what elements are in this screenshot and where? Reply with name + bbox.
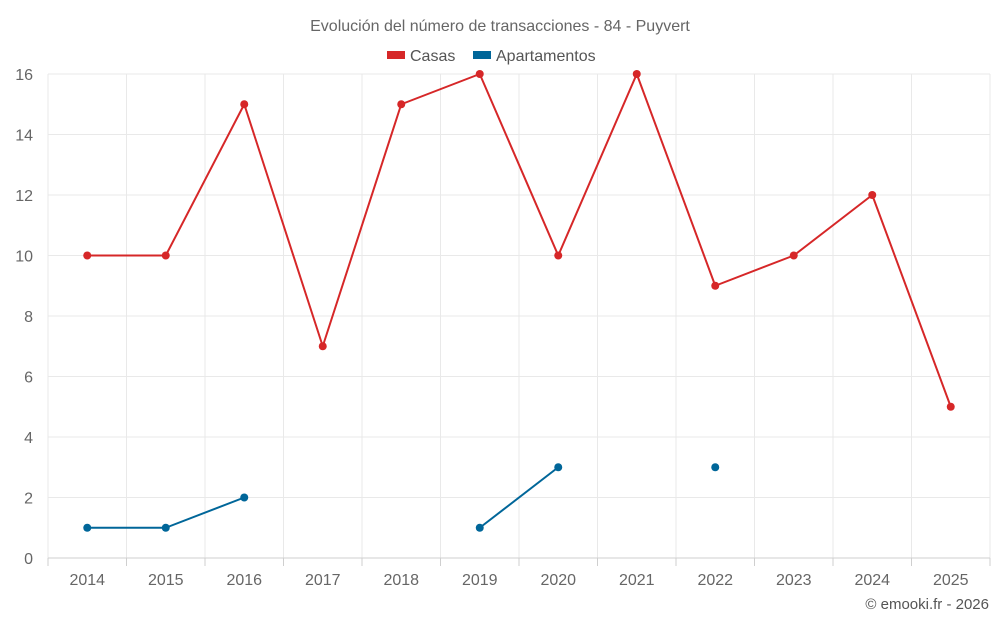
series-line [87,496,245,529]
series-group [83,70,955,532]
data-point[interactable] [554,463,563,472]
y-axis-tick-labels: 0 2 4 6 8 10 12 14 16 [15,67,33,568]
x-tick-label: 2023 [776,572,812,589]
series-casas [83,70,955,411]
data-point[interactable] [83,251,92,260]
data-point[interactable] [475,70,484,78]
data-point[interactable] [711,463,720,472]
data-point[interactable] [240,493,249,502]
data-point[interactable] [161,251,170,260]
y-tick-label: 16 [15,67,33,84]
data-point[interactable] [711,281,720,290]
series-line [87,73,952,408]
y-tick-label: 10 [15,249,33,266]
data-point[interactable] [83,523,92,532]
data-point[interactable] [632,70,641,78]
credit-text: © emooki.fr - 2026 [865,596,989,613]
data-point[interactable] [240,100,249,109]
x-tick-label: 2024 [854,572,890,589]
x-tick-label: 2021 [619,572,655,589]
y-tick-label: 8 [24,309,33,326]
axes [47,557,991,566]
x-gridlines [47,74,991,558]
data-point[interactable] [946,402,955,411]
legend-swatch-apartamentos [473,51,491,59]
y-tick-label: 2 [24,491,33,508]
x-tick-label: 2020 [540,572,576,589]
legend-label-apartamentos[interactable]: Apartamentos [496,48,596,65]
y-tick-label: 14 [15,128,33,145]
data-point[interactable] [318,342,327,351]
y-tick-label: 0 [24,551,33,568]
legend-label-casas[interactable]: Casas [410,48,455,65]
x-tick-label: 2014 [69,572,105,589]
series-line [479,466,559,529]
x-tick-label: 2015 [148,572,184,589]
data-point[interactable] [789,251,798,260]
chart-title: Evolución del número de transacciones - … [310,18,690,35]
x-tick-label: 2022 [697,572,733,589]
x-tick-label: 2016 [226,572,262,589]
x-tick-label: 2018 [383,572,419,589]
x-tick-label: 2017 [305,572,341,589]
x-axis-tick-labels: 2014 2015 2016 2017 2018 2019 2020 2021 2022 2023… [69,572,968,589]
y-tick-label: 12 [15,188,33,205]
data-point[interactable] [397,100,406,109]
legend-swatch-casas [387,51,405,59]
data-point[interactable] [475,523,484,532]
x-tick-label: 2019 [462,572,498,589]
y-tick-label: 6 [24,370,33,387]
series-apartamentos [83,463,720,532]
y-tick-label: 4 [24,430,33,447]
data-point[interactable] [554,251,563,260]
data-point[interactable] [868,191,877,199]
legend: Casas Apartamentos [387,48,596,65]
data-point[interactable] [161,523,170,532]
x-tick-label: 2025 [933,572,969,589]
